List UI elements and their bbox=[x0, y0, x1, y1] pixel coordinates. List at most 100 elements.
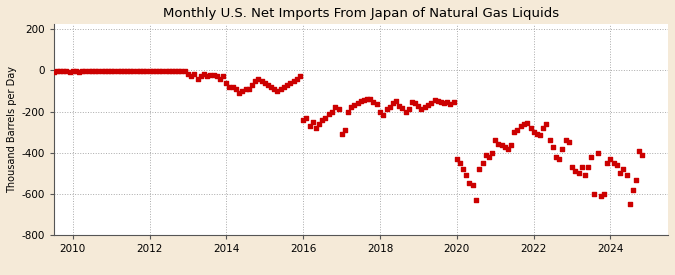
Point bbox=[377, 112, 388, 117]
Point bbox=[61, 69, 72, 73]
Point bbox=[602, 161, 613, 165]
Point bbox=[93, 69, 104, 73]
Point bbox=[426, 101, 437, 106]
Point bbox=[157, 69, 167, 73]
Point bbox=[458, 167, 468, 172]
Point bbox=[570, 169, 580, 174]
Point bbox=[234, 91, 244, 95]
Point bbox=[115, 69, 126, 73]
Point bbox=[205, 73, 215, 78]
Point bbox=[38, 70, 49, 75]
Point bbox=[323, 111, 334, 116]
Point bbox=[586, 155, 597, 159]
Point bbox=[218, 74, 229, 79]
Point bbox=[605, 157, 616, 161]
Point bbox=[397, 106, 408, 111]
Point bbox=[490, 138, 501, 143]
Point bbox=[118, 69, 129, 73]
Point bbox=[500, 144, 510, 149]
Point bbox=[211, 74, 222, 79]
Point bbox=[125, 69, 136, 73]
Point bbox=[566, 165, 577, 169]
Point bbox=[55, 69, 65, 73]
Point bbox=[358, 98, 369, 102]
Point bbox=[36, 81, 47, 85]
Point bbox=[301, 116, 312, 120]
Point bbox=[227, 85, 238, 89]
Point bbox=[518, 122, 529, 126]
Point bbox=[461, 173, 472, 178]
Point bbox=[320, 116, 331, 120]
Point bbox=[522, 121, 533, 125]
Point bbox=[275, 87, 286, 91]
Point bbox=[160, 69, 171, 73]
Point bbox=[445, 102, 456, 106]
Point bbox=[96, 69, 107, 73]
Point bbox=[365, 97, 376, 101]
Point bbox=[250, 78, 261, 83]
Point bbox=[593, 151, 603, 155]
Point bbox=[630, 177, 641, 182]
Point bbox=[336, 132, 347, 136]
Point bbox=[612, 163, 622, 167]
Point bbox=[138, 69, 148, 73]
Point bbox=[599, 192, 610, 196]
Point bbox=[400, 109, 411, 114]
Point bbox=[634, 148, 645, 153]
Point bbox=[384, 105, 395, 110]
Point bbox=[132, 69, 142, 73]
Point bbox=[237, 89, 248, 93]
Point bbox=[579, 173, 590, 178]
Point bbox=[429, 98, 440, 102]
Point bbox=[410, 101, 421, 106]
Point bbox=[595, 194, 606, 198]
Point bbox=[173, 69, 184, 73]
Point bbox=[529, 130, 539, 134]
Point bbox=[51, 69, 62, 73]
Point bbox=[310, 126, 321, 130]
Point bbox=[182, 72, 193, 77]
Point bbox=[470, 198, 481, 202]
Point bbox=[64, 70, 75, 75]
Point bbox=[423, 103, 433, 108]
Point bbox=[221, 81, 232, 85]
Point bbox=[509, 130, 520, 134]
Point bbox=[413, 104, 424, 109]
Point bbox=[288, 78, 299, 83]
Point bbox=[215, 76, 225, 81]
Point bbox=[77, 69, 88, 73]
Point bbox=[487, 151, 497, 155]
Point bbox=[502, 147, 513, 151]
Point bbox=[154, 69, 165, 73]
Point bbox=[106, 69, 117, 73]
Point bbox=[406, 100, 417, 104]
Point bbox=[176, 69, 187, 73]
Point bbox=[281, 82, 292, 87]
Point bbox=[442, 100, 453, 104]
Point bbox=[202, 74, 213, 79]
Point bbox=[531, 132, 542, 136]
Point bbox=[186, 74, 196, 79]
Point bbox=[551, 155, 562, 159]
Point bbox=[535, 133, 545, 138]
Point bbox=[307, 120, 318, 124]
Point bbox=[253, 76, 264, 81]
Point bbox=[343, 109, 354, 114]
Point bbox=[285, 81, 296, 85]
Point bbox=[448, 100, 459, 104]
Point bbox=[134, 69, 145, 73]
Point bbox=[432, 99, 443, 103]
Point bbox=[263, 82, 273, 87]
Point bbox=[512, 128, 523, 132]
Point bbox=[84, 69, 95, 73]
Point bbox=[375, 109, 385, 114]
Point bbox=[141, 69, 152, 73]
Point bbox=[394, 104, 404, 109]
Point bbox=[362, 97, 373, 101]
Point bbox=[279, 85, 290, 89]
Point bbox=[243, 87, 254, 91]
Point bbox=[259, 81, 270, 85]
Point bbox=[68, 69, 78, 73]
Point bbox=[295, 74, 306, 79]
Point bbox=[618, 167, 628, 172]
